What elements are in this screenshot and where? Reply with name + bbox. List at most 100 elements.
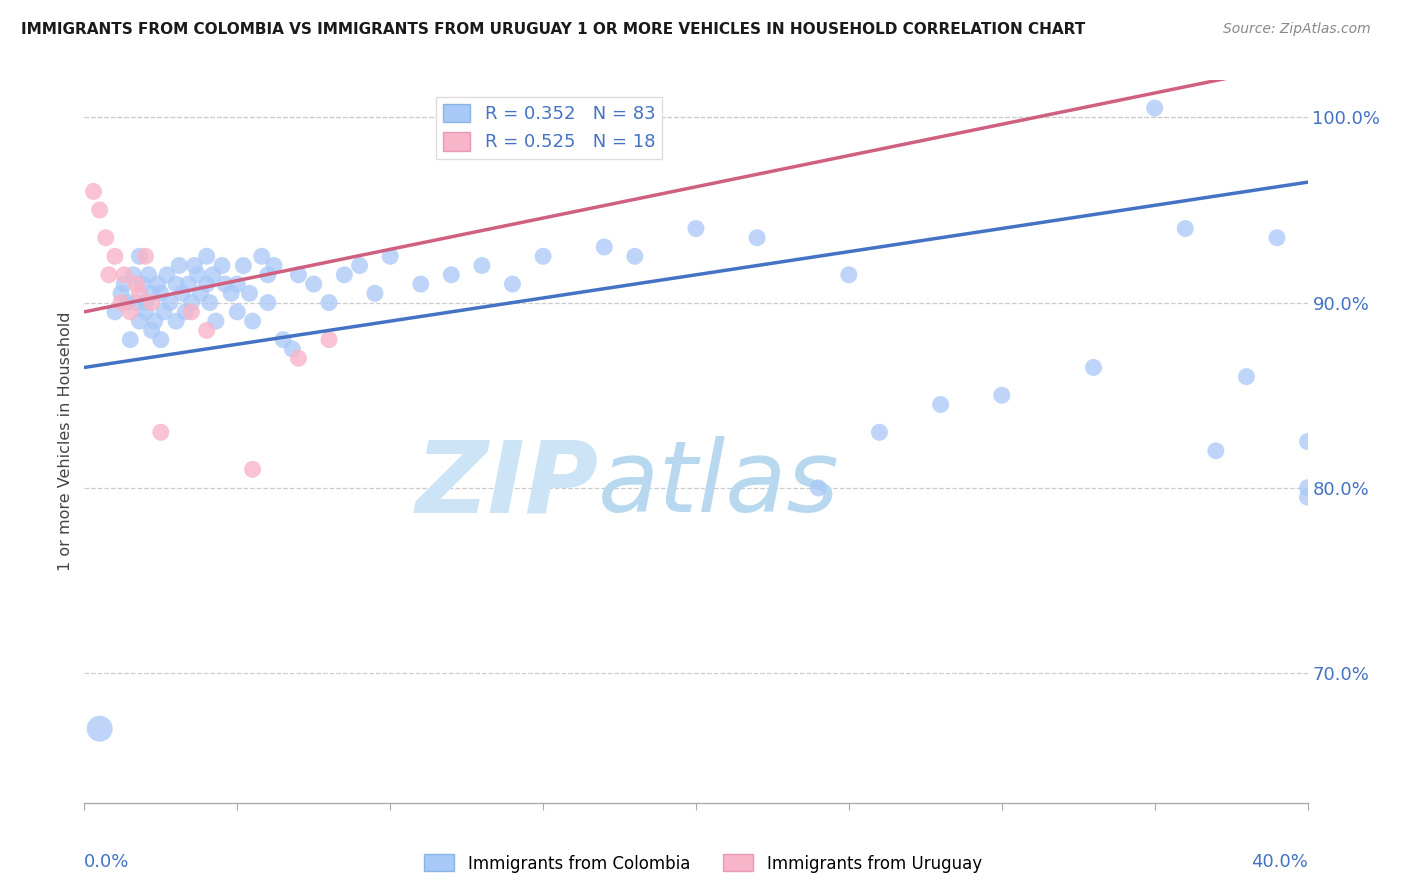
Point [110, 286, 132, 301]
Text: atlas: atlas [598, 436, 839, 533]
Point [89, 202, 111, 217]
Point [226, 277, 249, 291]
Point [183, 259, 205, 273]
Point [131, 277, 153, 291]
Point [198, 295, 221, 310]
Point [287, 268, 309, 282]
Point [257, 268, 280, 282]
Point [333, 268, 356, 282]
Point [929, 397, 952, 411]
Point [120, 305, 142, 319]
Point [104, 249, 127, 263]
Point [167, 259, 190, 273]
Point [250, 249, 273, 263]
Point [349, 259, 371, 273]
Point [226, 305, 249, 319]
Point [242, 314, 264, 328]
Point [238, 286, 260, 301]
Point [83, 185, 105, 199]
Point [380, 249, 402, 263]
Point [531, 249, 554, 263]
Point [263, 259, 285, 273]
Point [747, 231, 769, 245]
Point [135, 295, 157, 310]
Point [302, 277, 325, 291]
Point [287, 351, 309, 366]
Point [502, 277, 524, 291]
Point [149, 286, 172, 301]
Point [159, 295, 181, 310]
Point [94, 231, 117, 245]
Point [186, 268, 208, 282]
Point [257, 295, 280, 310]
Point [190, 286, 212, 301]
Point [318, 295, 340, 310]
Point [172, 286, 194, 301]
Point [125, 277, 148, 291]
Point [440, 268, 463, 282]
Point [271, 333, 294, 347]
Point [112, 277, 135, 291]
Point [471, 259, 494, 273]
Point [135, 305, 157, 319]
Point [195, 277, 218, 291]
Point [110, 295, 132, 310]
Point [195, 323, 218, 337]
Point [141, 323, 163, 337]
Point [838, 268, 860, 282]
Point [219, 286, 242, 301]
Point [195, 249, 218, 263]
Point [156, 268, 179, 282]
Text: IMMIGRANTS FROM COLOMBIA VS IMMIGRANTS FROM URUGUAY 1 OR MORE VEHICLES IN HOUSEH: IMMIGRANTS FROM COLOMBIA VS IMMIGRANTS F… [21, 22, 1085, 37]
Point [165, 277, 187, 291]
Point [1327, 472, 1350, 486]
Point [807, 481, 830, 495]
Point [174, 305, 197, 319]
Point [214, 277, 236, 291]
Point [128, 249, 150, 263]
Point [991, 388, 1014, 402]
Point [128, 314, 150, 328]
Point [869, 425, 891, 440]
Point [153, 305, 176, 319]
Point [149, 333, 172, 347]
Point [128, 286, 150, 301]
Point [141, 286, 163, 301]
Y-axis label: 1 or more Vehicles in Household: 1 or more Vehicles in Household [58, 312, 73, 571]
Point [1296, 490, 1319, 504]
Point [165, 314, 187, 328]
Text: Source: ZipAtlas.com: Source: ZipAtlas.com [1223, 22, 1371, 37]
Legend: Immigrants from Colombia, Immigrants from Uruguay: Immigrants from Colombia, Immigrants fro… [418, 847, 988, 880]
Point [1083, 360, 1105, 375]
Point [211, 259, 233, 273]
Point [1296, 481, 1319, 495]
Point [180, 305, 202, 319]
Text: 40.0%: 40.0% [1251, 854, 1308, 871]
Point [685, 221, 707, 235]
Point [115, 295, 138, 310]
Point [135, 249, 157, 263]
Point [143, 314, 166, 328]
Point [624, 249, 647, 263]
Text: 0.0%: 0.0% [84, 854, 129, 871]
Legend: R = 0.352   N = 83, R = 0.525   N = 18: R = 0.352 N = 83, R = 0.525 N = 18 [436, 96, 662, 159]
Point [281, 342, 304, 356]
Point [409, 277, 432, 291]
Point [146, 277, 169, 291]
Point [364, 286, 387, 301]
Point [141, 295, 163, 310]
Point [201, 268, 224, 282]
Point [89, 722, 111, 736]
Point [120, 333, 142, 347]
Text: ZIP: ZIP [415, 436, 598, 533]
Point [1296, 434, 1319, 449]
Point [149, 425, 172, 440]
Point [122, 268, 145, 282]
Point [104, 305, 127, 319]
Point [138, 268, 160, 282]
Point [125, 295, 148, 310]
Point [1143, 101, 1166, 115]
Point [318, 333, 340, 347]
Point [112, 268, 135, 282]
Point [1236, 369, 1258, 384]
